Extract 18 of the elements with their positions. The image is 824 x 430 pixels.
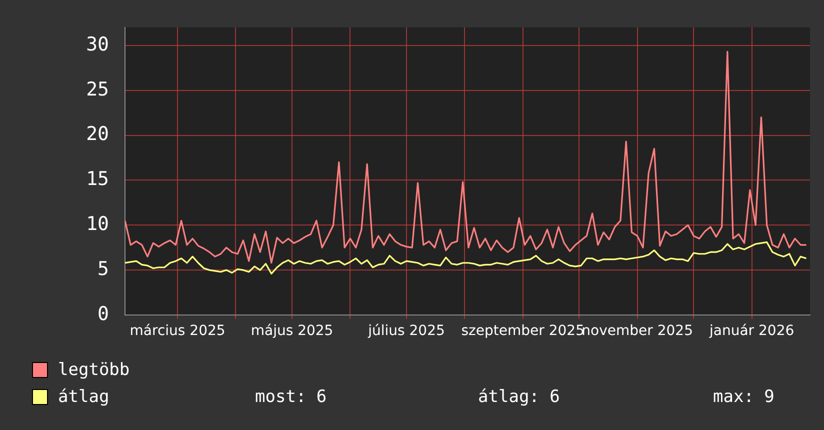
x-tick-label: március 2025 [130, 323, 226, 340]
y-tick-label: 5 [98, 258, 109, 280]
y-tick-label: 20 [86, 123, 109, 146]
y-tick-label: 10 [86, 213, 109, 236]
legend-label: legtöbb [58, 360, 130, 380]
text: átlag: 6 [478, 387, 560, 407]
x-tick-label: november 2025 [582, 323, 693, 340]
y-tick-label: 30 [86, 33, 109, 56]
x-tick-label: július 2025 [367, 323, 445, 340]
x-tick-label: május 2025 [250, 323, 334, 340]
legend-label: átlag [58, 387, 110, 407]
y-tick-label: 25 [86, 78, 109, 100]
text: max: 9 [713, 387, 774, 407]
y-tick-label: 0 [98, 302, 109, 325]
text: most: 6 [255, 387, 327, 407]
x-tick-label: szeptember 2025 [461, 323, 584, 340]
y-tick-label: 15 [86, 168, 109, 190]
x-tick-label: január 2026 [708, 323, 794, 340]
